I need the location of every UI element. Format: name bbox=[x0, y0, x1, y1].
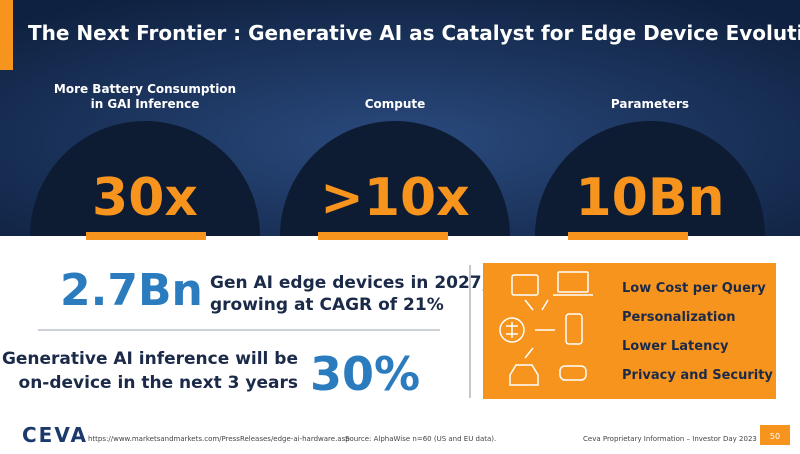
stat-value: 10Bn bbox=[575, 168, 724, 228]
footer-proprietary: Ceva Proprietary Information – Investor … bbox=[583, 435, 757, 443]
title: The Next Frontier : Generative AI as Cat… bbox=[28, 21, 800, 45]
devices-number: 2.7Bn bbox=[60, 265, 203, 316]
footer-source: Source: AlphaWise n=60 (US and EU data). bbox=[345, 435, 496, 443]
feature-item: Lower Latency bbox=[622, 339, 729, 354]
accent-strip bbox=[0, 0, 13, 70]
stat-label: Parameters bbox=[611, 97, 689, 111]
inference-number: 30% bbox=[310, 347, 420, 401]
feature-box bbox=[483, 263, 776, 399]
domes bbox=[30, 121, 765, 236]
stat-label: in GAI Inference bbox=[91, 97, 200, 111]
page-number-box bbox=[760, 425, 790, 445]
inference-text: on-device in the next 3 years bbox=[19, 373, 298, 393]
stat-label: Compute bbox=[365, 97, 426, 111]
devices-text: Gen AI edge devices in 2027, bbox=[210, 273, 488, 293]
stat-label: More Battery Consumption bbox=[54, 82, 236, 96]
inference-text: Generative AI inference will be bbox=[2, 349, 298, 369]
page-number: 50 bbox=[770, 432, 780, 441]
stat-value: >10x bbox=[320, 168, 469, 228]
orange-bars bbox=[86, 232, 688, 240]
logo: CEVA bbox=[22, 423, 88, 447]
feature-item: Low Cost per Query bbox=[622, 281, 766, 296]
devices-text: growing at CAGR of 21% bbox=[210, 295, 444, 315]
footer-url: https://www.marketsandmarkets.com/PressR… bbox=[88, 435, 350, 443]
feature-item: Privacy and Security bbox=[622, 368, 773, 383]
stat-value: 30x bbox=[92, 168, 198, 228]
feature-item: Personalization bbox=[622, 310, 736, 325]
feature-icons bbox=[499, 271, 593, 386]
features: Low Cost per Query Personalization Lower L… bbox=[622, 281, 773, 383]
